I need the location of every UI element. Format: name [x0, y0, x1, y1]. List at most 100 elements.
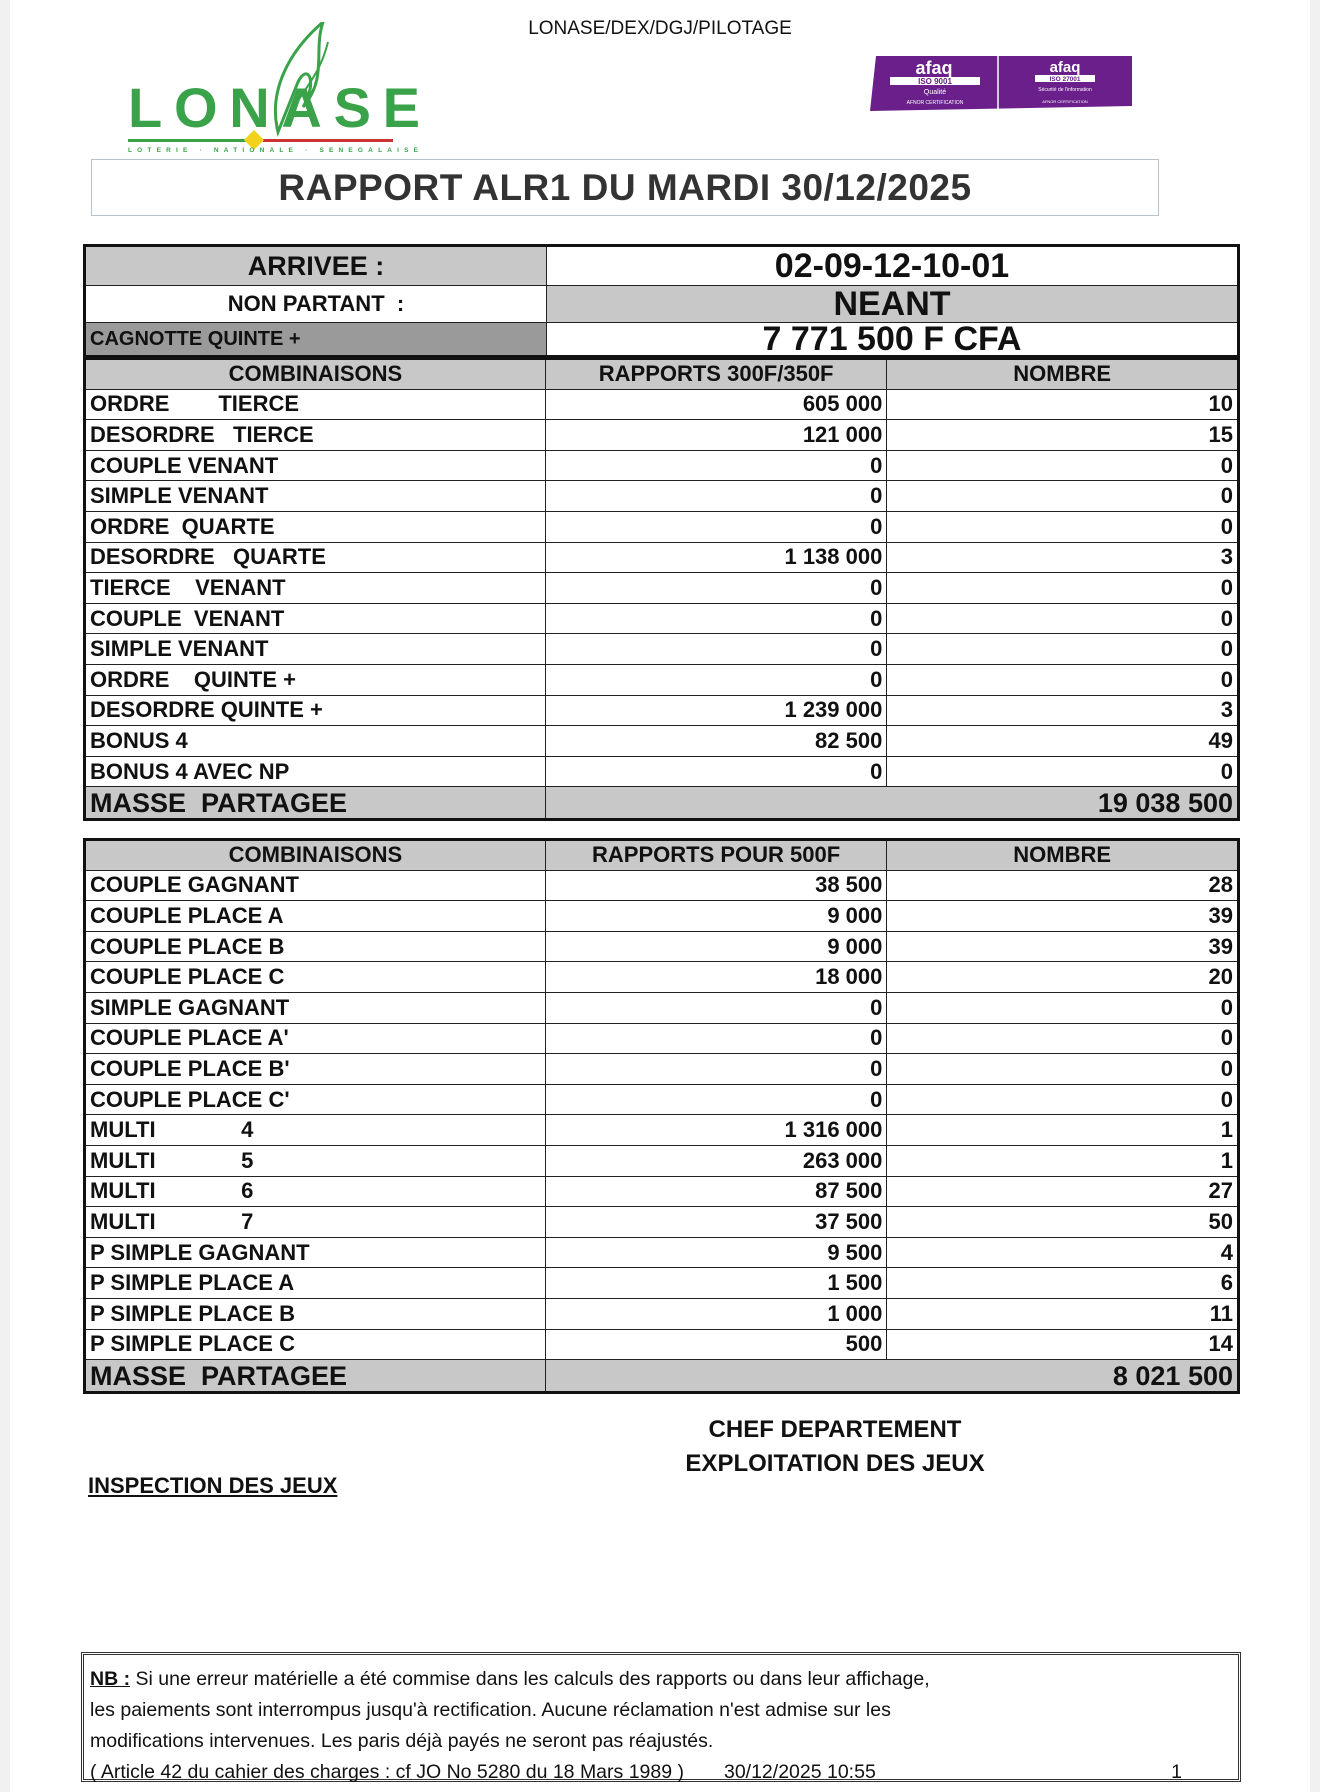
- rapport-cell: 0: [544, 755, 888, 788]
- nombre-cell: 0: [886, 1022, 1239, 1055]
- combinaison-cell: ORDRE QUARTE: [84, 510, 546, 543]
- nombre-cell: 15: [886, 419, 1239, 451]
- svg-text:LOTERIE · NATIONALE · SENEGALA: LOTERIE · NATIONALE · SENEGALAISE: [128, 147, 419, 152]
- masse-partagee-row: MASSE PARTAGEE 8 021 500: [84, 1359, 1240, 1394]
- rapport-cell: 9 500: [544, 1236, 888, 1269]
- table-row: COUPLE PLACE C 18 000 20: [84, 961, 1239, 993]
- combinaison-cell: COUPLE PLACE B: [84, 930, 546, 963]
- svg-text:afaq: afaq: [915, 58, 952, 78]
- print-timestamp: 30/12/2025 10:55: [723, 1761, 876, 1783]
- report-title: RAPPORT ALR1 DU MARDI 30/12/2025: [91, 159, 1159, 216]
- non-partant-value: NEANT: [546, 285, 1239, 323]
- combinaison-cell: COUPLE PLACE B': [84, 1053, 546, 1085]
- nombre-cell: 10: [886, 388, 1239, 421]
- rapport-cell: 0: [544, 449, 888, 482]
- table-row: DESORDRE TIERCE 121 000 15: [84, 419, 1239, 451]
- rapport-cell: 0: [544, 510, 888, 543]
- rapport-cell: 0: [544, 633, 888, 665]
- nombre-cell: 49: [886, 725, 1239, 757]
- table-row: COUPLE GAGNANT 38 500 28: [84, 869, 1239, 902]
- table-row: COUPLE PLACE A' 0 0: [84, 1022, 1239, 1055]
- column-header: NOMBRE: [886, 358, 1239, 390]
- masse-label: MASSE PARTAGEE: [84, 1359, 546, 1394]
- table-row: DESORDRE QUARTE 1 138 000 3: [84, 541, 1239, 574]
- table-row: MULTI 7 37 500 50: [84, 1206, 1239, 1238]
- reference-text: LONASE/DEX/DGJ/PILOTAGE: [528, 18, 792, 39]
- nombre-cell: 1: [886, 1114, 1239, 1146]
- combinaison-cell: COUPLE GAGNANT: [84, 869, 546, 902]
- rapport-cell: 0: [544, 572, 888, 604]
- combinaison-cell: MULTI 4: [84, 1114, 546, 1146]
- nombre-cell: 3: [886, 694, 1239, 727]
- masse-value: 19 038 500: [544, 786, 1240, 821]
- nombre-cell: 0: [886, 480, 1239, 512]
- header-row: COMBINAISONS RAPPORTS 300F/350F NOMBRE: [84, 358, 1239, 390]
- rapports-table-1: COMBINAISONS RAPPORTS 300F/350F NOMBRE ORDR…: [83, 357, 1240, 822]
- nb-line-3: modifications intervenues. Les paris déj…: [90, 1730, 714, 1752]
- lonase-logo: LONASE LOTERIE · NATIONALE · SENEGALAISE: [128, 22, 420, 152]
- table-row: DESORDRE QUINTE +1 239 000 3: [84, 694, 1239, 727]
- combinaison-cell: COUPLE PLACE A: [84, 900, 546, 932]
- page-number: 1: [1171, 1761, 1182, 1783]
- non-partant-row: NON PARTANT : NEANT: [84, 285, 1239, 323]
- page-edge-right: [1310, 0, 1320, 1792]
- combinaison-cell: BONUS 4: [84, 725, 546, 757]
- rapport-cell: 263 000: [544, 1144, 888, 1177]
- rapport-cell: 1 000: [544, 1297, 888, 1330]
- nombre-cell: 28: [886, 869, 1239, 902]
- combinaison-cell: MULTI 7: [84, 1206, 546, 1238]
- combinaison-cell: SIMPLE VENANT: [84, 480, 546, 512]
- nb-line-4: ( Article 42 du cahier des charges : cf …: [90, 1761, 684, 1783]
- nombre-cell: 0: [886, 1053, 1239, 1085]
- rapport-cell: 0: [544, 1083, 888, 1116]
- combinaison-cell: P SIMPLE PLACE B: [84, 1297, 546, 1330]
- nombre-cell: 1: [886, 1144, 1239, 1177]
- combinaison-cell: COUPLE PLACE C: [84, 961, 546, 993]
- column-header: COMBINAISONS: [84, 839, 546, 871]
- rapport-cell: 87 500: [544, 1175, 888, 1208]
- summary-table: ARRIVEE : 02-09-12-10-01 NON PARTANT : N…: [83, 244, 1240, 358]
- column-header: NOMBRE: [886, 839, 1239, 871]
- combinaison-cell: ORDRE TIERCE: [84, 388, 546, 421]
- svg-text:AFNOR CERTIFICATION: AFNOR CERTIFICATION: [907, 100, 964, 106]
- chef-title-line1: CHEF DEPARTEMENT: [708, 1416, 962, 1443]
- table-row: P SIMPLE GAGNANT 9 500 4: [84, 1236, 1239, 1269]
- arrivee-label: ARRIVEE :: [84, 245, 547, 286]
- rapport-cell: 1 316 000: [544, 1114, 888, 1146]
- rapport-cell: 1 138 000: [544, 541, 888, 574]
- rapport-cell: 0: [544, 602, 888, 635]
- combinaison-cell: ORDRE QUINTE +: [84, 663, 546, 696]
- combinaison-cell: COUPLE PLACE C': [84, 1083, 546, 1116]
- table-row: BONUS 4 82 500 49: [84, 725, 1239, 757]
- nombre-cell: 39: [886, 930, 1239, 963]
- afaq-certification-logo: afaq ISO 9001 Qualité AFNOR CERTIFICATIO…: [870, 56, 1132, 111]
- table-row: COUPLE PLACE C' 0 0: [84, 1083, 1239, 1116]
- nombre-cell: 0: [886, 755, 1239, 788]
- nb-label: NB :: [90, 1668, 131, 1690]
- combinaison-cell: SIMPLE GAGNANT: [84, 991, 546, 1024]
- rapport-cell: 0: [544, 480, 888, 512]
- rapport-cell: 37 500: [544, 1206, 888, 1238]
- table-row: ORDRE TIERCE 605 000 10: [84, 388, 1239, 421]
- chef-title-line2: EXPLOITATION DES JEUX: [685, 1450, 985, 1477]
- combinaison-cell: DESORDRE QUINTE +: [84, 694, 546, 727]
- nombre-cell: 3: [886, 541, 1239, 574]
- rapport-cell: 9 000: [544, 930, 888, 963]
- table-row: P SIMPLE PLACE C 500 14: [84, 1328, 1239, 1361]
- cagnotte-value: 7 771 500 F CFA: [546, 322, 1239, 357]
- combinaison-cell: TIERCE VENANT: [84, 572, 546, 604]
- combinaison-cell: DESORDRE TIERCE: [84, 419, 546, 451]
- non-partant-label: NON PARTANT :: [84, 285, 547, 323]
- nb-line-1: Si une erreur matérielle a été commise d…: [130, 1668, 930, 1690]
- table-row: BONUS 4 AVEC NP 0 0: [84, 755, 1239, 788]
- table-row: ORDRE QUARTE 0 0: [84, 510, 1239, 543]
- rapport-cell: 82 500: [544, 725, 888, 757]
- nombre-cell: 0: [886, 991, 1239, 1024]
- nombre-cell: 0: [886, 663, 1239, 696]
- table-row: COUPLE PLACE B' 0 0: [84, 1053, 1239, 1085]
- nombre-cell: 0: [886, 572, 1239, 604]
- combinaison-cell: P SIMPLE PLACE C: [84, 1328, 546, 1361]
